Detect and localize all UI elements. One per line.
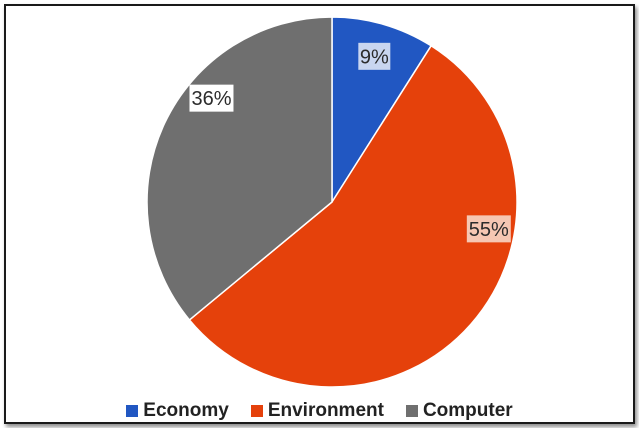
legend-swatch-economy — [126, 405, 139, 417]
pie-slices — [146, 16, 518, 388]
pie-chart: 9% 55% 36% — [146, 16, 518, 388]
data-label-environment: 55% — [469, 219, 509, 241]
data-label-box-environment — [466, 215, 511, 243]
legend-label-computer: Computer — [422, 400, 513, 421]
data-label-box-computer — [189, 84, 234, 112]
chart-frame: 9% 55% 36% Economy Environment Computer — [4, 4, 635, 424]
data-label-box-economy — [358, 42, 391, 70]
legend-label-economy: Economy — [143, 400, 229, 421]
pie-slice-environment — [188, 44, 518, 388]
legend-swatch-environment — [250, 405, 263, 417]
pie-data-labels: 9% 55% 36% — [189, 42, 511, 243]
legend-swatch-computer — [405, 405, 418, 417]
legend: Economy Environment Computer — [6, 400, 633, 422]
legend-entry-computer: Computer — [405, 400, 513, 422]
legend-entry-economy: Economy — [126, 400, 229, 422]
legend-label-environment: Environment — [267, 400, 384, 421]
data-label-economy: 9% — [360, 46, 389, 68]
data-label-computer: 36% — [191, 88, 231, 110]
pie-slice-economy — [331, 16, 433, 205]
legend-entry-environment: Environment — [250, 400, 384, 422]
